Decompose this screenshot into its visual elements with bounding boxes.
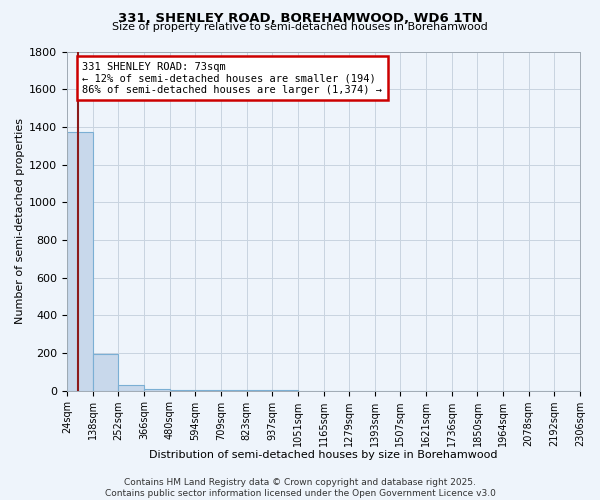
Bar [144, 389, 170, 390]
Text: Contains HM Land Registry data © Crown copyright and database right 2025.
Contai: Contains HM Land Registry data © Crown c… [104, 478, 496, 498]
Text: 331, SHENLEY ROAD, BOREHAMWOOD, WD6 1TN: 331, SHENLEY ROAD, BOREHAMWOOD, WD6 1TN [118, 12, 482, 26]
X-axis label: Distribution of semi-detached houses by size in Borehamwood: Distribution of semi-detached houses by … [149, 450, 498, 460]
Bar [67, 132, 92, 390]
Bar [92, 354, 118, 391]
Text: 331 SHENLEY ROAD: 73sqm
← 12% of semi-detached houses are smaller (194)
86% of s: 331 SHENLEY ROAD: 73sqm ← 12% of semi-de… [82, 62, 382, 95]
Text: Size of property relative to semi-detached houses in Borehamwood: Size of property relative to semi-detach… [112, 22, 488, 32]
Y-axis label: Number of semi-detached properties: Number of semi-detached properties [15, 118, 25, 324]
Bar [118, 385, 144, 390]
